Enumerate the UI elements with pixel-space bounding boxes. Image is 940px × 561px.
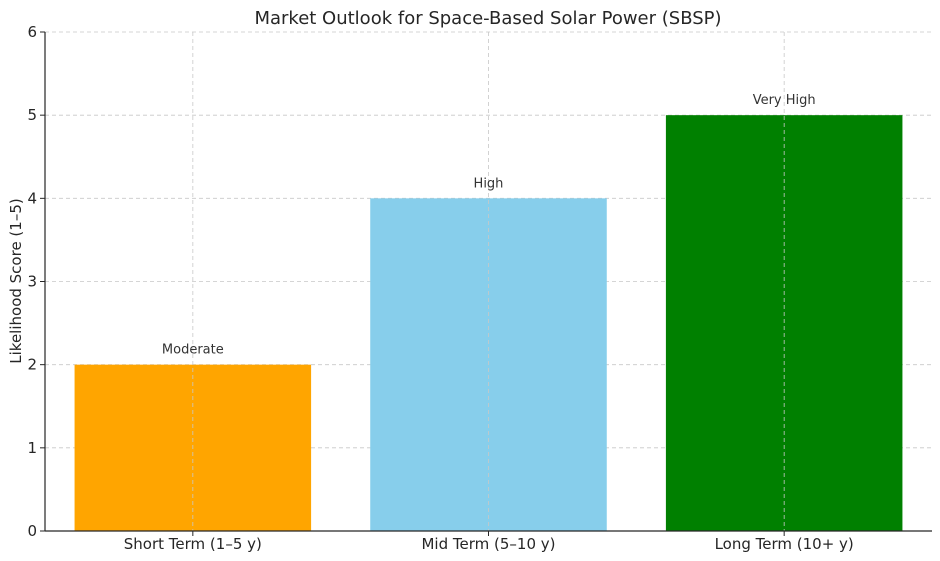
- y-tick-label: 2: [27, 356, 37, 374]
- x-tick-label: Long Term (10+ y): [715, 535, 854, 553]
- y-axis-label: Likelihood Score (1–5): [7, 198, 25, 363]
- bar-value-label: Moderate: [162, 343, 224, 358]
- bar-value-label: Very High: [753, 93, 816, 108]
- y-tick-label: 4: [27, 189, 37, 207]
- bar-value-label: High: [474, 176, 504, 191]
- chart-title: Market Outlook for Space-Based Solar Pow…: [254, 8, 721, 29]
- y-tick-label: 5: [27, 106, 37, 124]
- x-tick-label: Mid Term (5–10 y): [421, 535, 555, 553]
- y-tick-label: 6: [27, 23, 37, 41]
- x-tick-label: Short Term (1–5 y): [124, 535, 262, 553]
- y-tick-label: 0: [27, 522, 37, 540]
- y-tick-label: 3: [27, 273, 37, 291]
- y-tick-label: 1: [27, 439, 37, 457]
